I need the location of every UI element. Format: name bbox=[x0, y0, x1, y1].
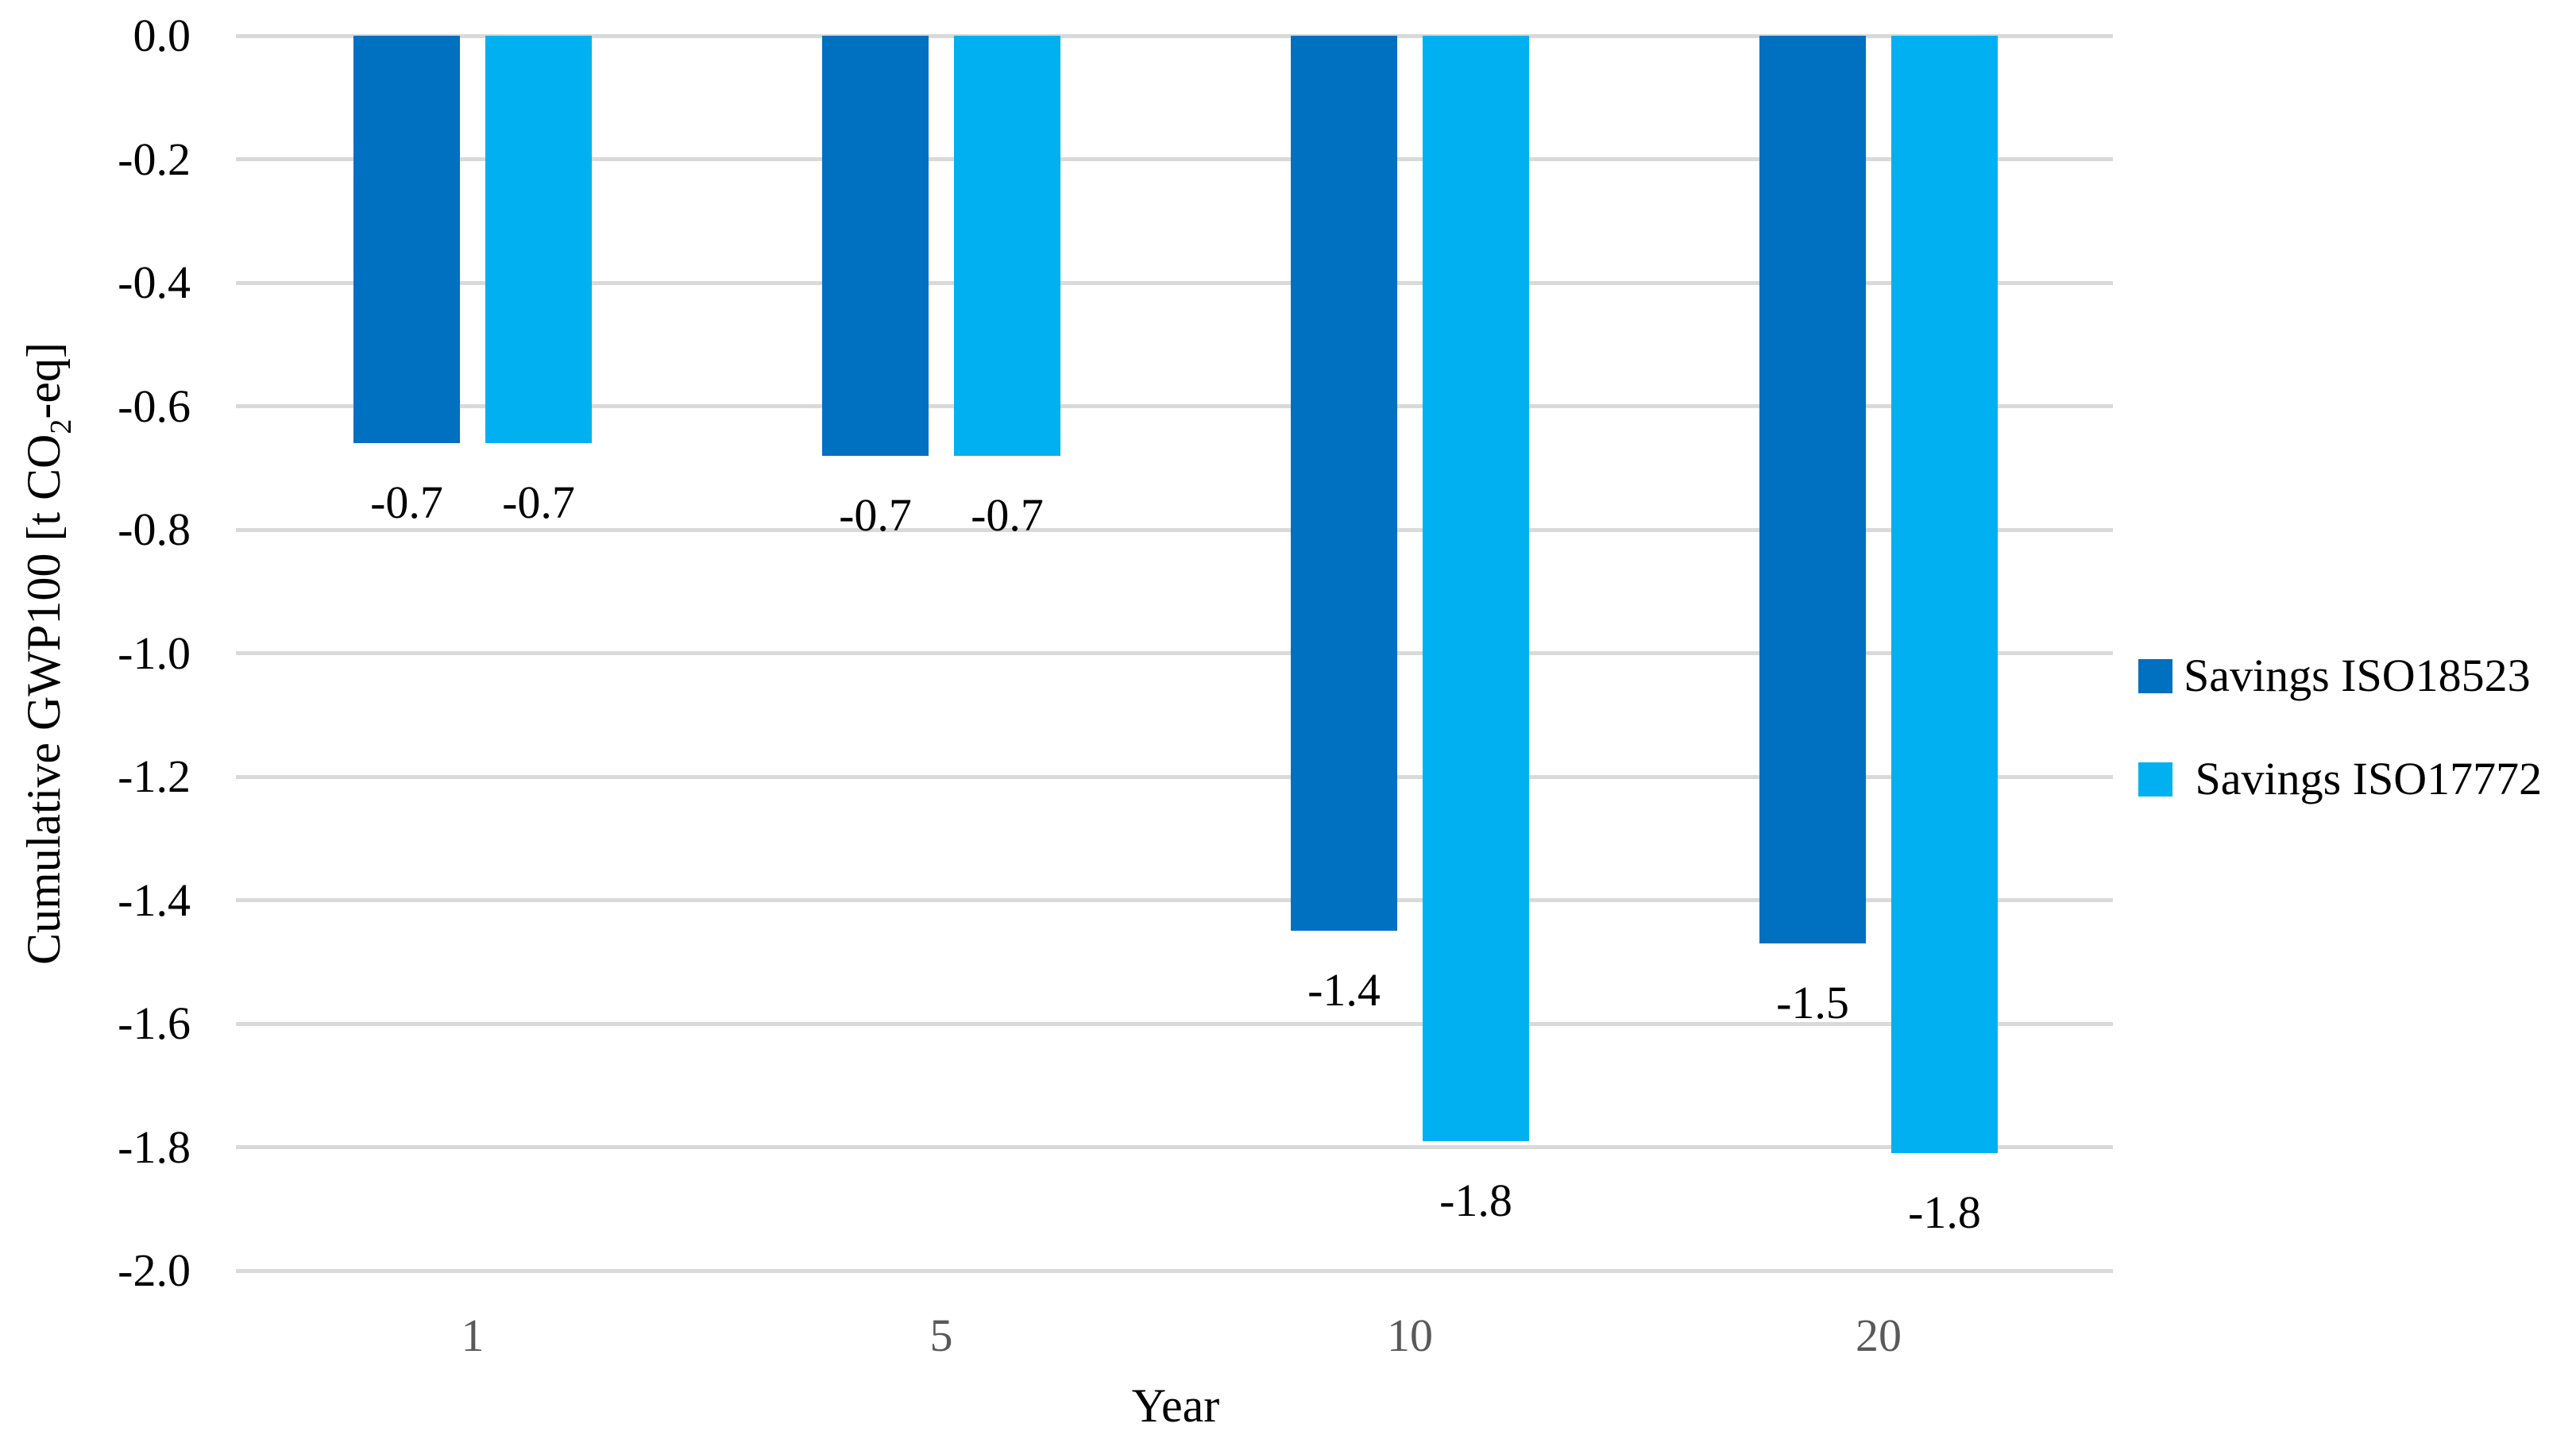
bar-data-label: -1.5 bbox=[1776, 976, 1849, 1028]
gridline bbox=[236, 1021, 2113, 1026]
bar-savings-iso18523 bbox=[1759, 36, 1866, 943]
y-tick-label: -1.0 bbox=[118, 627, 191, 679]
y-tick-label: -1.8 bbox=[118, 1121, 191, 1173]
y-tick-label: -0.2 bbox=[118, 133, 191, 185]
x-tick-label: 20 bbox=[1856, 1310, 1902, 1361]
x-tick-label: 5 bbox=[929, 1310, 953, 1361]
bar-data-label: -0.7 bbox=[971, 488, 1044, 541]
y-tick-label: -0.4 bbox=[118, 257, 191, 308]
bar-savings-iso18523 bbox=[1291, 36, 1397, 932]
gridline bbox=[236, 774, 2113, 779]
bar-data-label: -0.7 bbox=[370, 476, 443, 529]
bar-savings-iso18523 bbox=[353, 36, 460, 444]
bar-savings-iso17772 bbox=[485, 36, 592, 444]
gridline bbox=[236, 404, 2113, 408]
y-tick-label: -0.8 bbox=[118, 503, 191, 555]
legend-color-swatch bbox=[2138, 658, 2172, 693]
y-tick-label: 0.0 bbox=[133, 10, 191, 61]
bar-savings-iso18523 bbox=[822, 36, 929, 456]
gridline bbox=[236, 157, 2113, 161]
gridline bbox=[236, 898, 2113, 902]
y-tick-label: -1.6 bbox=[118, 997, 191, 1049]
y-tick-label: -1.2 bbox=[118, 750, 191, 802]
legend-color-swatch bbox=[2138, 762, 2172, 797]
bar-data-label: -1.4 bbox=[1307, 964, 1381, 1016]
y-tick-label: -0.6 bbox=[118, 380, 191, 432]
bar-data-label: -0.7 bbox=[502, 476, 575, 529]
gridline bbox=[236, 33, 2113, 38]
y-tick-label: -1.4 bbox=[118, 874, 191, 926]
bar-savings-iso17772 bbox=[954, 36, 1060, 456]
bar-data-label: -1.8 bbox=[1439, 1174, 1512, 1226]
legend-item: Savings ISO18523 bbox=[2138, 651, 2531, 700]
legend-item: Savings ISO17772 bbox=[2138, 754, 2542, 804]
bar-data-label: -1.8 bbox=[1908, 1186, 1981, 1239]
x-tick-label: 10 bbox=[1387, 1310, 1433, 1361]
x-axis-title: Year bbox=[1131, 1379, 1220, 1432]
gridline bbox=[236, 527, 2113, 532]
y-tick-label: -2.0 bbox=[118, 1244, 191, 1296]
gridline bbox=[236, 651, 2113, 655]
legend-item-label: Savings ISO18523 bbox=[2184, 650, 2531, 701]
bar-data-label: -0.7 bbox=[839, 488, 912, 541]
bar-savings-iso17772 bbox=[1891, 36, 1998, 1154]
bar-savings-iso17772 bbox=[1423, 36, 1529, 1141]
gridline bbox=[236, 1268, 2113, 1273]
gridline bbox=[236, 280, 2113, 285]
gridline bbox=[236, 1145, 2113, 1149]
x-tick-label: 1 bbox=[461, 1310, 485, 1361]
legend-item-label: Savings ISO17772 bbox=[2184, 753, 2543, 804]
